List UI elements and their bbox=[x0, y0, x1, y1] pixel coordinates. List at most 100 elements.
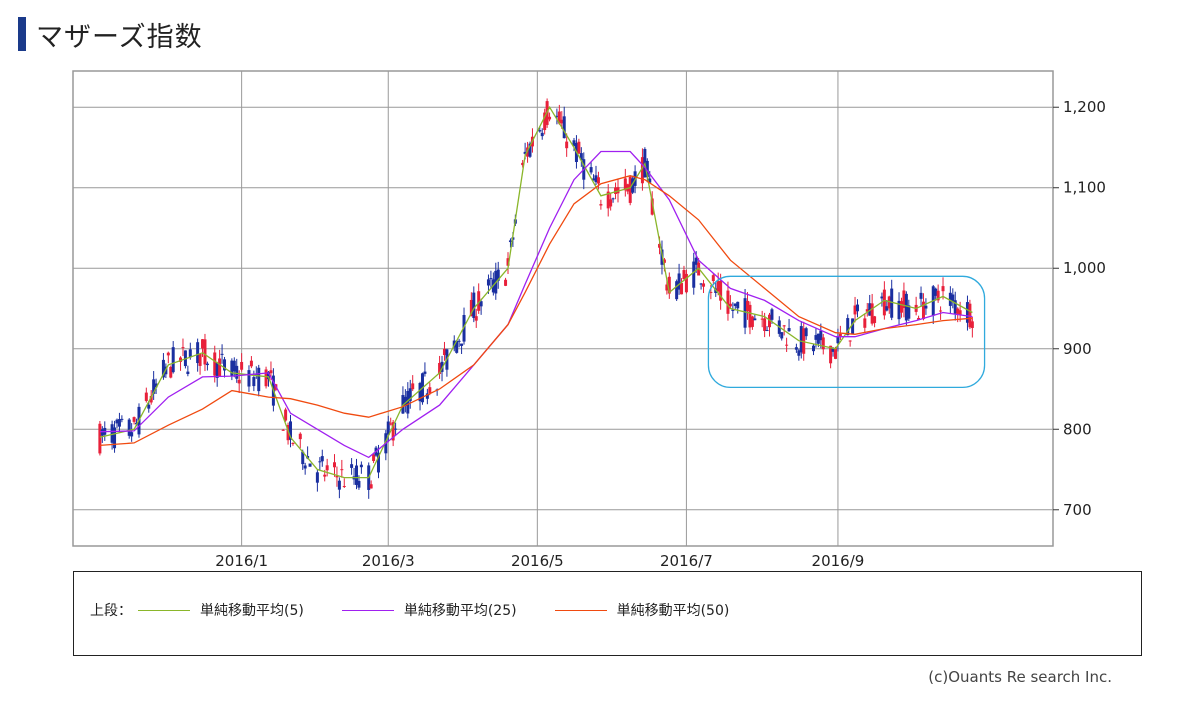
candle-body bbox=[846, 318, 850, 336]
candle-body bbox=[904, 293, 908, 321]
candle-body bbox=[152, 379, 156, 394]
candle-body bbox=[699, 283, 703, 285]
candle-body bbox=[230, 360, 234, 377]
candle-body bbox=[557, 111, 561, 124]
candle-body bbox=[320, 456, 324, 462]
y-tick-label: 1,000 bbox=[1063, 259, 1106, 277]
candle-body bbox=[406, 391, 410, 414]
candle-body bbox=[460, 343, 464, 346]
candle-body bbox=[565, 141, 569, 149]
candle-body bbox=[650, 198, 654, 215]
candle-body bbox=[782, 325, 786, 327]
candle-body bbox=[768, 314, 772, 328]
candle-body bbox=[599, 204, 603, 206]
candle-body bbox=[235, 365, 239, 379]
legend-label-sma50: 単純移動平均(50) bbox=[616, 603, 730, 619]
candle-body bbox=[682, 270, 686, 279]
candle-body bbox=[623, 178, 627, 191]
candle-body bbox=[130, 432, 134, 437]
candle-body bbox=[848, 340, 852, 342]
candle-body bbox=[851, 318, 855, 334]
candle-body bbox=[213, 352, 217, 376]
candle-body bbox=[970, 321, 974, 328]
candle-body bbox=[658, 243, 662, 248]
candle-body bbox=[440, 361, 444, 372]
candle-body bbox=[232, 360, 236, 372]
candle-body bbox=[252, 377, 256, 387]
legend-swatch-sma25 bbox=[341, 609, 394, 611]
candle-body bbox=[743, 298, 747, 328]
candle-body bbox=[281, 429, 285, 431]
candle-body bbox=[711, 275, 715, 282]
candle-body bbox=[186, 371, 190, 375]
candle-body bbox=[667, 276, 671, 294]
candle-body bbox=[386, 421, 390, 435]
candle-body bbox=[665, 284, 669, 291]
candle-body bbox=[308, 463, 312, 467]
candle-body bbox=[237, 379, 241, 384]
candle-body bbox=[113, 427, 117, 449]
candle-body bbox=[161, 359, 165, 378]
candle-body bbox=[616, 187, 620, 194]
x-tick-label: 2016/5 bbox=[511, 552, 564, 570]
candle-body bbox=[442, 348, 446, 355]
candle-body bbox=[203, 339, 207, 365]
candle-body bbox=[921, 301, 925, 320]
legend-row: 上段： 単純移動平均(5) 単純移動平均(25) 単純移動平均(50) bbox=[90, 600, 767, 620]
candle-body bbox=[885, 306, 889, 311]
candle-body bbox=[948, 292, 952, 306]
candle-body bbox=[640, 157, 644, 184]
candle-body bbox=[753, 318, 757, 321]
candle-body bbox=[853, 305, 857, 315]
candle-body bbox=[770, 309, 774, 320]
candle-body bbox=[350, 464, 354, 468]
candle-body bbox=[785, 344, 789, 346]
candle-body bbox=[716, 280, 720, 292]
candle-body bbox=[814, 335, 818, 340]
candle-body bbox=[868, 303, 872, 316]
candle-body bbox=[562, 116, 566, 139]
candle-body bbox=[736, 301, 740, 309]
candle-body bbox=[733, 303, 737, 307]
candle-body bbox=[247, 370, 251, 387]
candle-body bbox=[662, 259, 666, 263]
candle-body bbox=[198, 353, 202, 366]
candle-body bbox=[149, 396, 153, 403]
candle-body bbox=[870, 303, 874, 324]
candle-body bbox=[804, 328, 808, 337]
candle-body bbox=[543, 112, 547, 131]
candle-body bbox=[555, 115, 559, 117]
chart-title: マザーズ指数 bbox=[36, 21, 203, 53]
x-tick-label: 2016/9 bbox=[812, 552, 865, 570]
candle-body bbox=[579, 153, 583, 161]
candle-body bbox=[179, 357, 183, 362]
legend-swatch-sma50 bbox=[554, 609, 607, 611]
candle-body bbox=[645, 160, 649, 178]
candle-body bbox=[486, 279, 490, 286]
candle-body bbox=[223, 359, 227, 371]
candle-body bbox=[115, 419, 119, 424]
candle-body bbox=[354, 465, 358, 485]
candle-body bbox=[257, 367, 261, 392]
candle-body bbox=[508, 240, 512, 243]
candle-body bbox=[924, 305, 928, 309]
candle-body bbox=[726, 290, 730, 314]
candle-body bbox=[438, 362, 442, 374]
legend-item-sma5: 単純移動平均(5) bbox=[138, 600, 304, 620]
candle-body bbox=[548, 116, 552, 120]
candle-body bbox=[147, 404, 151, 409]
candle-body bbox=[816, 333, 820, 344]
candle-body bbox=[240, 361, 244, 370]
candle-body bbox=[917, 317, 921, 320]
candle-body bbox=[286, 424, 290, 441]
candle-body bbox=[489, 278, 493, 280]
candle-body bbox=[289, 421, 293, 440]
y-tick-label: 1,100 bbox=[1063, 179, 1106, 197]
candle-body bbox=[196, 342, 200, 364]
candle-body bbox=[303, 465, 307, 469]
candle-body bbox=[572, 140, 576, 146]
candle-body bbox=[692, 261, 696, 288]
candle-body bbox=[680, 283, 684, 295]
candle-body bbox=[325, 465, 329, 471]
candle-body bbox=[941, 286, 945, 292]
